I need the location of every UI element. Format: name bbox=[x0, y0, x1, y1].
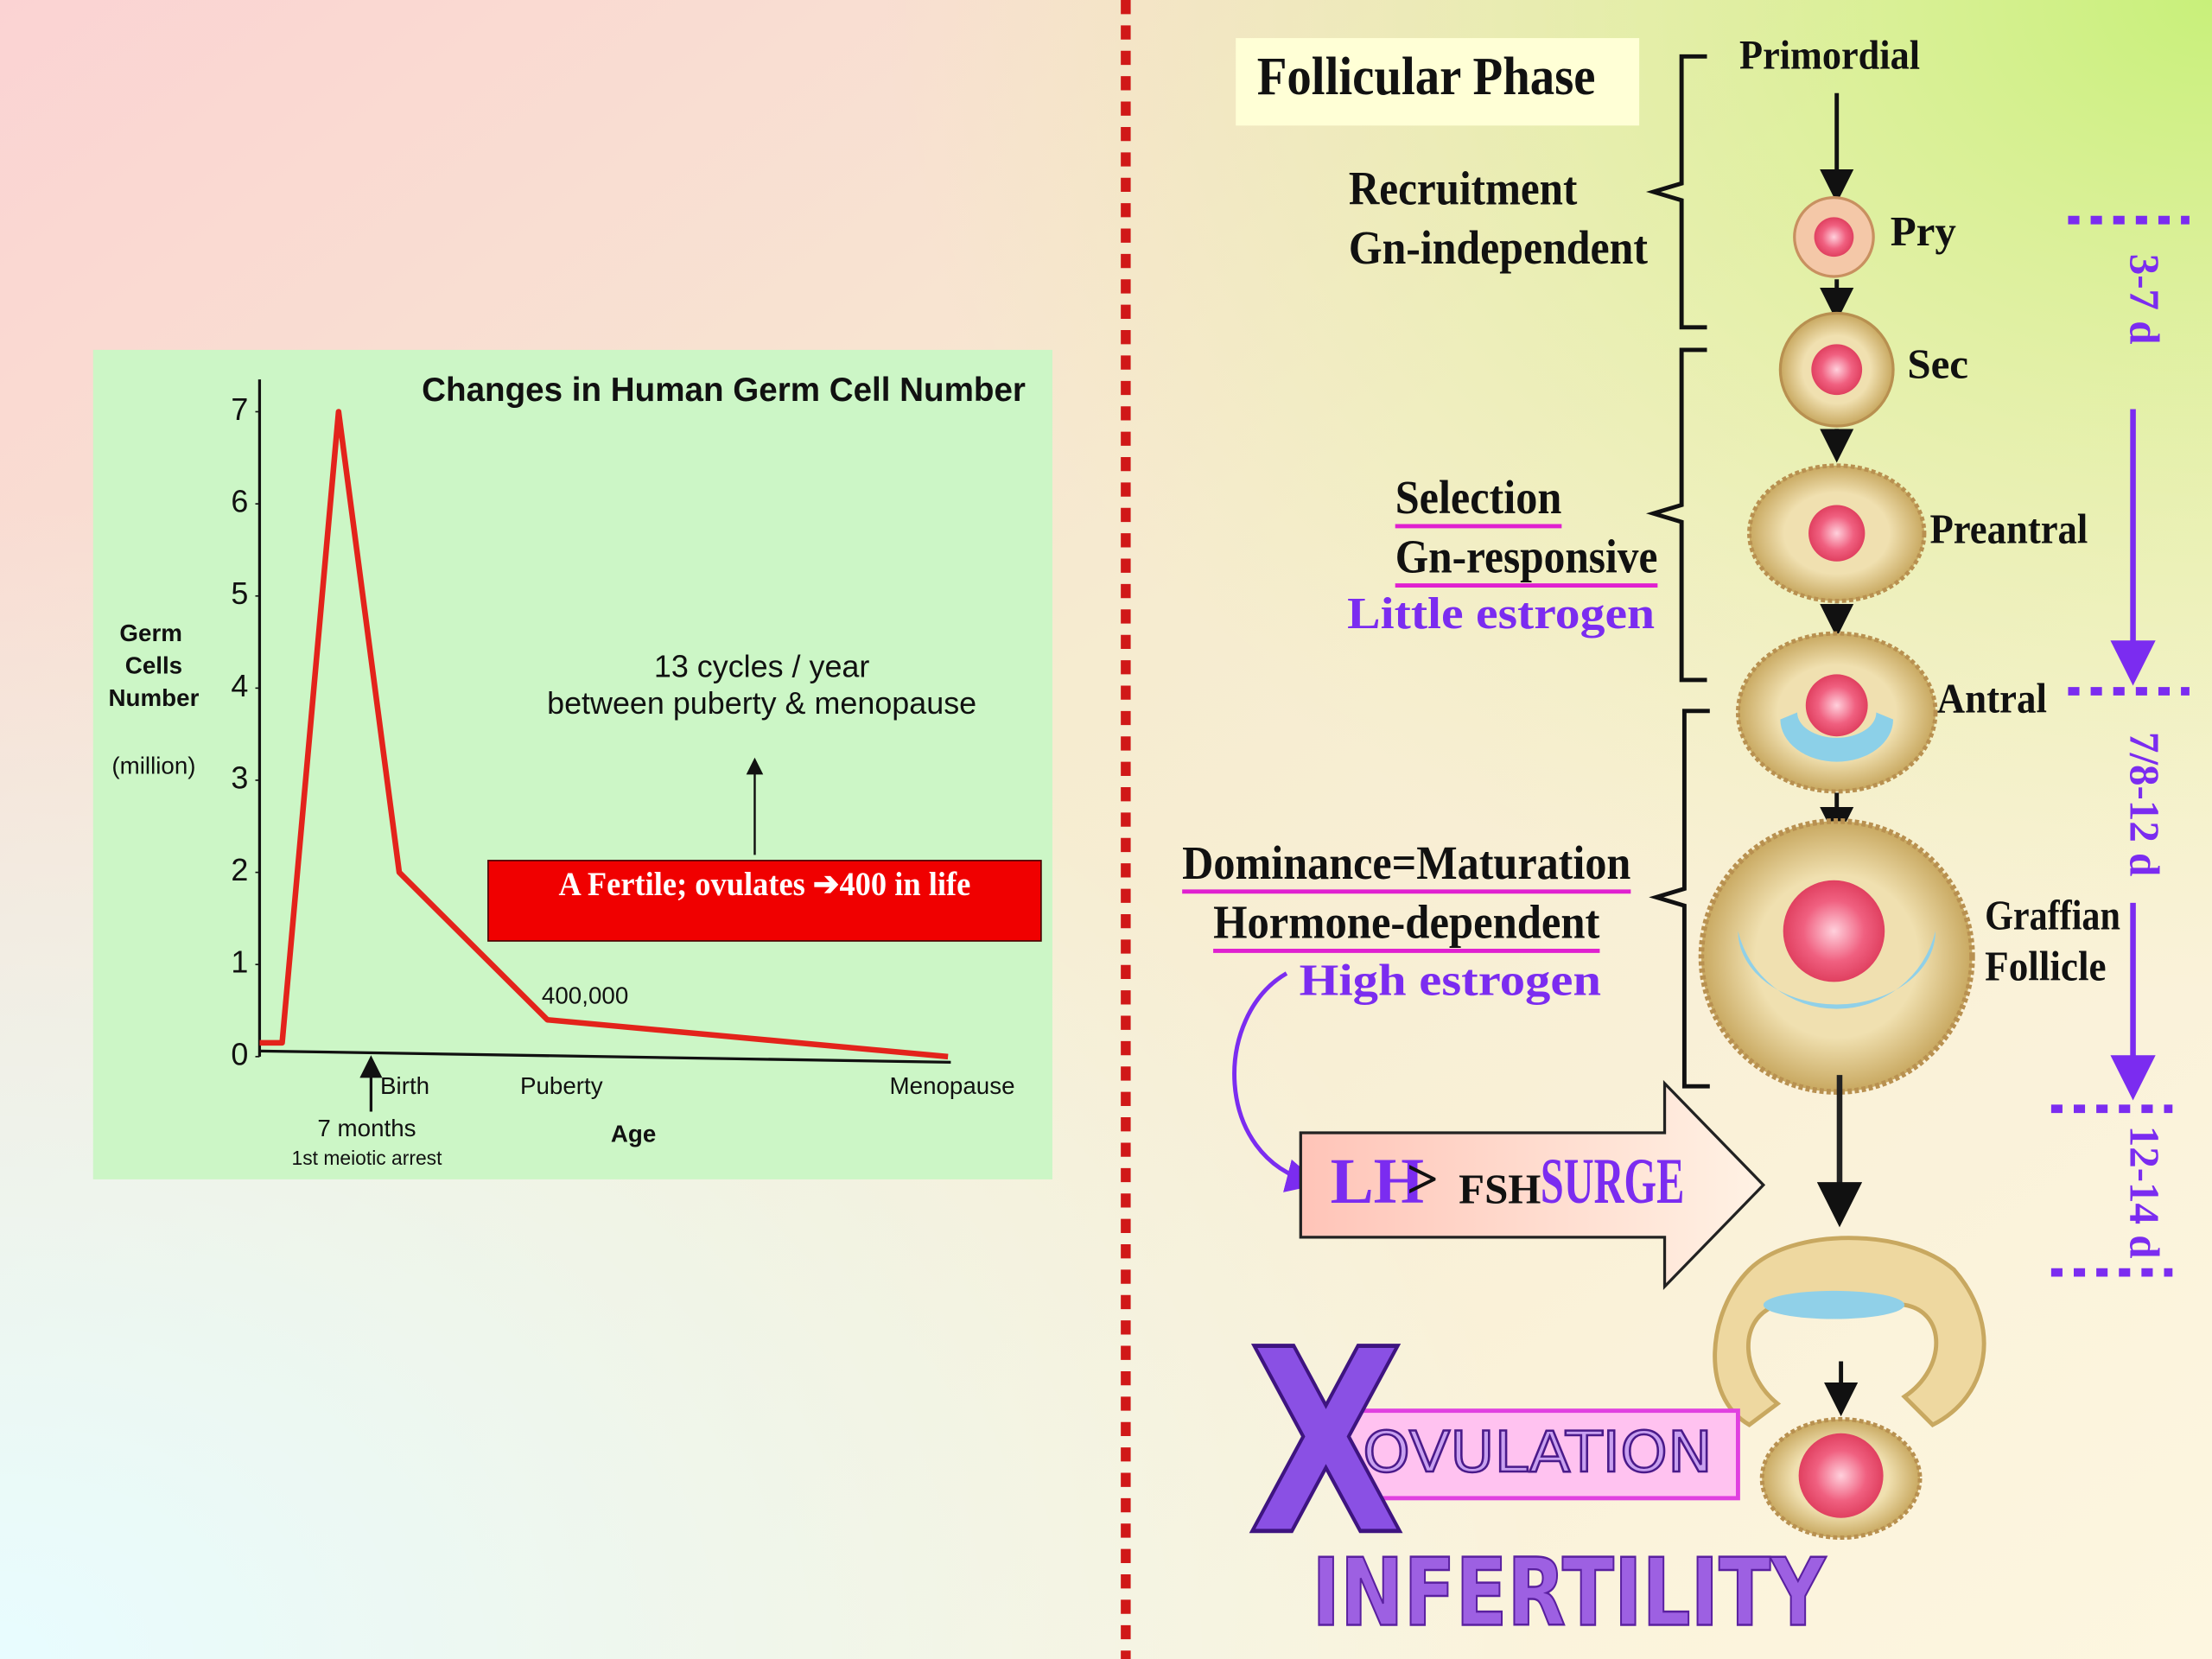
y-tick-label: 7 bbox=[231, 391, 248, 427]
brace bbox=[1645, 54, 1707, 330]
stage-label: Sec bbox=[1907, 340, 1968, 387]
phase-label: Gn-responsive bbox=[1395, 531, 1658, 584]
ovulation-label: OVULATION bbox=[1363, 1420, 1713, 1485]
annotation: between puberty & menopause bbox=[547, 685, 976, 721]
brace bbox=[1645, 347, 1707, 683]
x-tick-label: Menopause bbox=[890, 1072, 1015, 1099]
annotation-box bbox=[487, 860, 1042, 942]
surge-label: > bbox=[1407, 1148, 1439, 1211]
diagram-title: Follicular Phase bbox=[1257, 48, 1596, 106]
ovulation-x: X bbox=[1249, 1296, 1404, 1592]
y-tick-label: 3 bbox=[231, 760, 248, 795]
y-tick-label: 5 bbox=[231, 575, 248, 611]
data-line bbox=[259, 409, 949, 1060]
oocyte bbox=[1814, 217, 1854, 257]
y-label: Number bbox=[109, 684, 200, 711]
chart-title: Changes in Human Germ Cell Number bbox=[422, 372, 1026, 409]
duration-label: 3-7 d bbox=[2121, 254, 2169, 345]
y-tick-label: 4 bbox=[231, 668, 248, 703]
antrum bbox=[1763, 1290, 1905, 1319]
stage-label: Primordial bbox=[1739, 33, 1920, 78]
y-tick-label: 2 bbox=[231, 852, 248, 887]
chart-panel bbox=[92, 349, 1052, 1179]
ovulation-box bbox=[1344, 1408, 1740, 1501]
annotation: 7 months bbox=[317, 1115, 416, 1141]
oocyte bbox=[1783, 880, 1885, 982]
y-tick-label: 6 bbox=[231, 484, 248, 519]
outcome-label: INFERTILITY bbox=[1312, 1540, 1827, 1648]
value-label: 400,000 bbox=[542, 982, 628, 1008]
x-tick-label: Birth bbox=[380, 1072, 429, 1099]
phase-label: Selection bbox=[1395, 472, 1562, 524]
y-label: Germ bbox=[119, 620, 181, 646]
surge-label: LH bbox=[1331, 1146, 1425, 1217]
phase-label: Recruitment bbox=[1349, 162, 1578, 215]
annotation: 13 cycles / year bbox=[654, 648, 869, 683]
diagram: Follicular Phase Primordial Pry Sec Prea… bbox=[1182, 33, 2190, 1649]
annotation: 1st meiotic arrest bbox=[292, 1147, 443, 1169]
phase-label: Dominance=Maturation bbox=[1182, 837, 1630, 890]
stage-label: Graffian bbox=[1985, 892, 2120, 939]
y-tick-label: 0 bbox=[231, 1036, 248, 1071]
x-tick-label: Puberty bbox=[520, 1072, 603, 1099]
oocyte bbox=[1798, 1433, 1884, 1518]
x-axis bbox=[259, 1049, 951, 1065]
brace bbox=[1649, 709, 1710, 1089]
oocyte bbox=[1808, 505, 1866, 562]
stage-label: Antral bbox=[1937, 674, 2047, 721]
x-label: Age bbox=[611, 1121, 656, 1147]
phase-label: Gn-independent bbox=[1349, 222, 1649, 275]
stage-label: Pry bbox=[1891, 207, 1956, 255]
surge-label: FSH bbox=[1459, 1165, 1541, 1212]
duration-label: 7/8-12 d bbox=[2121, 732, 2169, 876]
oocyte bbox=[1811, 344, 1863, 396]
title-box bbox=[1236, 38, 1640, 126]
surge-label: SURGE bbox=[1541, 1146, 1685, 1217]
chart: Changes in Human Germ Cell Number Germ C… bbox=[92, 349, 1052, 1179]
surge-arrow bbox=[1299, 1079, 1766, 1291]
phase-label: Little estrogen bbox=[1347, 588, 1655, 639]
y-label: Cells bbox=[125, 652, 182, 679]
curved-arrow bbox=[1232, 971, 1320, 1192]
y-tick-label: 1 bbox=[231, 944, 248, 980]
duration-label: 12-14 d bbox=[2121, 1126, 2169, 1259]
stage-label: Follicle bbox=[1985, 942, 2106, 989]
stage-label: Preantral bbox=[1929, 505, 2088, 552]
phase-label: High estrogen bbox=[1300, 956, 1601, 1006]
phase-label: Hormone-dependent bbox=[1213, 896, 1600, 949]
annotation: A Fertile; ovulates ➔400 in life bbox=[559, 866, 971, 903]
y-label: (million) bbox=[111, 752, 195, 779]
oocyte bbox=[1805, 674, 1868, 737]
antrum bbox=[1780, 712, 1894, 762]
